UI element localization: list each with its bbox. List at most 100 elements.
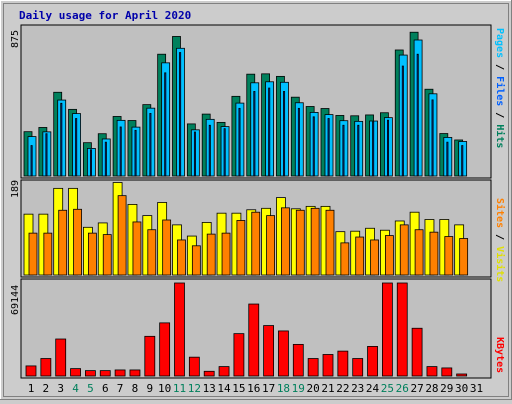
bar-pages — [461, 145, 464, 177]
legend-sites: Sites — [494, 198, 506, 228]
x-tick-label: 18 — [277, 382, 290, 395]
x-tick-label: 17 — [262, 382, 275, 395]
bar-pages — [283, 91, 286, 177]
bar-pages — [119, 126, 122, 177]
bar-kbytes — [70, 368, 81, 377]
bar-kbytes — [25, 365, 37, 377]
bar-pages — [342, 124, 345, 177]
x-tick-label: 2 — [43, 382, 50, 395]
bar-kbytes — [248, 303, 260, 377]
bar-kbytes — [411, 327, 423, 377]
x-tick-label: 4 — [72, 382, 79, 395]
bar-sites — [384, 235, 394, 276]
bar-kbytes — [85, 370, 96, 377]
bottom-legend: KBytes — [494, 337, 505, 373]
bar-sites — [310, 207, 320, 276]
bar-sites — [58, 209, 68, 276]
bar-pages — [312, 116, 315, 177]
bar-pages — [75, 118, 78, 177]
bar-kbytes — [99, 370, 111, 377]
bar-pages — [193, 131, 196, 177]
x-tick-label: 1 — [28, 382, 35, 395]
x-tick-label: 14 — [217, 382, 231, 395]
bar-kbytes — [307, 358, 319, 377]
bar-sites — [355, 236, 365, 276]
bar-kbytes — [292, 343, 304, 377]
x-tick-label: 3 — [57, 382, 64, 395]
bar-kbytes — [174, 282, 185, 377]
bar-sites — [444, 236, 454, 276]
x-tick-label: 20 — [307, 382, 320, 395]
svg-text:Pages / Files / Hits: Pages / Files / Hits — [494, 28, 506, 148]
bar-sites — [370, 239, 379, 276]
bar-sites — [414, 229, 424, 276]
bar-kbytes — [233, 333, 245, 377]
x-tick-label: 9 — [146, 382, 153, 395]
inner-border — [3, 3, 509, 397]
bar-pages — [446, 141, 449, 177]
bar-pages — [164, 72, 167, 177]
bar-pages — [297, 107, 300, 177]
top-legend: Pages / Files / Hits — [494, 28, 506, 148]
x-tick-label: 30 — [455, 382, 468, 395]
bar-kbytes — [203, 370, 215, 377]
bar-sites — [221, 232, 231, 276]
legend-separator: / — [494, 106, 505, 124]
bar-pages — [401, 65, 404, 177]
bar-pages — [134, 129, 137, 177]
bar-kbytes — [218, 366, 230, 377]
bar-sites — [325, 209, 335, 276]
bar-pages — [253, 91, 256, 177]
bar-sites — [429, 231, 439, 276]
legend-hits: Hits — [494, 124, 506, 148]
x-tick-label: 11 — [173, 382, 186, 395]
bar-pages — [30, 145, 33, 177]
x-axis-labels: 1 2 3 4 5 6 7 8 9 10 11 12 13 14 15 16 17 18 19 20 21 22 23 24 2… — [28, 382, 483, 395]
bar-kbytes — [352, 358, 364, 377]
middle-legend: Sites / Visits — [494, 198, 506, 282]
bar-pages — [431, 99, 434, 177]
bar-sites — [147, 229, 157, 276]
bar-sites — [177, 239, 186, 276]
bar-kbytes — [381, 282, 393, 377]
bar-sites — [132, 221, 142, 276]
x-tick-label: 24 — [366, 382, 380, 395]
bar-kbytes — [263, 325, 275, 377]
chart-bars — [23, 31, 469, 377]
bar-kbytes — [337, 350, 349, 377]
bar-pages — [179, 52, 182, 177]
x-tick-label: 13 — [203, 382, 216, 395]
x-tick-label: 22 — [336, 382, 349, 395]
bar-kbytes — [114, 369, 126, 377]
bar-sites — [206, 233, 216, 276]
bar-kbytes — [40, 358, 52, 377]
middle-ymax-label: 189 — [10, 180, 21, 198]
x-tick-label: 31 — [470, 382, 483, 395]
bar-sites — [295, 209, 305, 276]
legend-separator: / — [494, 58, 505, 76]
bar-pages — [357, 124, 360, 177]
legend-files: Files — [494, 76, 506, 106]
bar-pages — [372, 121, 375, 177]
bar-kbytes — [367, 346, 378, 377]
x-tick-label: 29 — [440, 382, 453, 395]
bar-kbytes — [144, 335, 156, 377]
x-tick-label: 6 — [102, 382, 109, 395]
bar-kbytes — [188, 356, 200, 377]
bar-sites — [266, 215, 276, 276]
chart-title: Daily usage for April 2020 — [19, 9, 191, 22]
bar-kbytes — [426, 366, 438, 377]
legend-separator: / — [494, 228, 505, 246]
bar-pages — [238, 107, 241, 177]
bar-sites — [399, 224, 409, 276]
bar-kbytes — [456, 373, 468, 377]
bar-pages — [60, 102, 63, 177]
bar-pages — [416, 53, 419, 177]
bar-sites — [102, 234, 112, 276]
bar-sites — [117, 195, 127, 276]
bar-sites — [459, 238, 469, 276]
svg-text:KBytes: KBytes — [494, 337, 505, 373]
bar-kbytes — [159, 322, 171, 377]
bar-kbytes — [396, 282, 408, 377]
